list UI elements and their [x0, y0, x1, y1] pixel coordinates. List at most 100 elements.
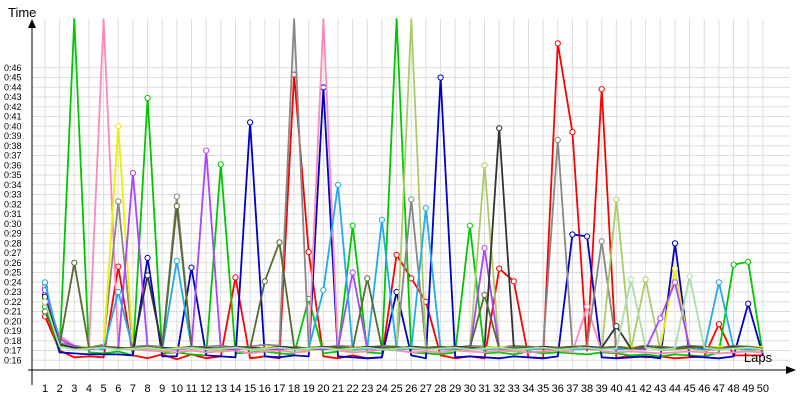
data-point [276, 239, 283, 246]
data-point [320, 287, 327, 294]
x-tick-label: 14 [229, 383, 241, 395]
x-tick-label: 50 [757, 383, 769, 395]
x-tick-label: 32 [493, 383, 505, 395]
data-point [364, 275, 371, 282]
data-point [671, 240, 679, 247]
x-tick-label: 15 [244, 383, 256, 395]
data-point [173, 257, 180, 264]
data-point [657, 315, 664, 322]
x-tick-label: 19 [303, 383, 315, 395]
y-tick-label: 0:37 [4, 151, 22, 161]
x-tick-label: 31 [478, 383, 490, 395]
data-point [496, 265, 503, 272]
y-tick-label: 0:34 [4, 180, 22, 190]
data-point [261, 278, 268, 285]
series-3 [41, 74, 764, 360]
data-point [554, 40, 561, 47]
x-tick-label: 24 [376, 383, 388, 395]
y-tick-labels: 0:160:170:180:190:200:210:220:230:240:25… [4, 63, 22, 366]
series-line [44, 275, 764, 351]
data-point [613, 323, 620, 330]
x-tick-label: 44 [669, 383, 681, 395]
data-point [613, 196, 620, 203]
y-axis-arrow [28, 19, 36, 28]
x-tick-label: 30 [464, 383, 476, 395]
y-tick-label: 0:27 [4, 248, 22, 258]
x-tick-label: 1 [42, 383, 48, 395]
data-point [247, 119, 254, 126]
x-tick-label: 28 [434, 383, 446, 395]
data-point [305, 248, 312, 256]
y-tick-label: 0:39 [4, 131, 22, 141]
x-tick-label: 7 [130, 383, 136, 395]
y-tick-label: 0:22 [4, 297, 22, 307]
data-point [378, 216, 385, 223]
data-point [422, 205, 429, 212]
data-point [144, 94, 151, 102]
y-tick-label: 0:19 [4, 326, 22, 336]
data-point [510, 278, 517, 285]
data-point [41, 279, 49, 286]
data-point [173, 203, 180, 210]
x-tick-label: 12 [200, 383, 212, 395]
series-lines [41, 18, 764, 361]
data-point [334, 181, 342, 188]
data-point [481, 245, 488, 252]
x-tick-label: 29 [449, 383, 461, 395]
data-point [481, 162, 488, 169]
x-tick-label: 33 [508, 383, 520, 395]
x-tick-label: 41 [625, 383, 637, 395]
data-point [393, 251, 400, 258]
x-tick-label: 26 [405, 383, 417, 395]
data-point [437, 74, 444, 81]
x-tick-label: 34 [522, 383, 534, 395]
data-point [320, 84, 327, 91]
y-tick-label: 0:45 [4, 73, 22, 83]
y-tick-label: 0:36 [4, 160, 22, 170]
y-tick-label: 0:38 [4, 141, 22, 151]
y-tick-label: 0:30 [4, 219, 22, 229]
data-point [466, 222, 473, 229]
data-point [115, 263, 122, 270]
x-tick-label: 11 [186, 383, 197, 395]
y-tick-label: 0:16 [4, 355, 22, 365]
x-tick-label: 4 [86, 383, 92, 395]
data-point [627, 276, 635, 283]
x-axis-arrow [786, 366, 796, 374]
x-tick-label: 20 [317, 383, 329, 395]
x-tick-label: 21 [332, 383, 344, 395]
y-tick-label: 0:43 [4, 92, 22, 102]
y-tick-label: 0:42 [4, 102, 22, 112]
y-tick-label: 0:25 [4, 268, 22, 278]
data-point [115, 288, 122, 296]
data-point [203, 147, 210, 154]
y-tick-label: 0:46 [4, 63, 22, 73]
data-point [598, 238, 605, 245]
data-point [598, 86, 605, 93]
series-5 [41, 18, 763, 349]
data-point [232, 274, 239, 281]
y-tick-label: 0:18 [4, 336, 22, 346]
data-point [745, 258, 752, 265]
data-point [715, 321, 723, 328]
data-point [115, 198, 122, 205]
x-tick-label: 42 [640, 383, 652, 395]
x-tick-label: 40 [610, 383, 622, 395]
x-tick-label: 39 [596, 383, 608, 395]
data-point [730, 261, 737, 268]
data-point [349, 222, 356, 229]
y-tick-label: 0:44 [4, 82, 22, 92]
x-tick-label: 47 [713, 383, 725, 395]
data-point [217, 161, 224, 168]
x-tick-label: 35 [537, 383, 549, 395]
y-tick-label: 0:20 [4, 316, 22, 326]
data-point [144, 272, 151, 279]
gridlines [32, 19, 790, 370]
y-tick-label: 0:26 [4, 258, 22, 268]
data-point [745, 300, 752, 307]
x-tick-label: 13 [215, 383, 227, 395]
data-point [554, 136, 561, 143]
data-point [481, 291, 488, 298]
series-4 [41, 18, 763, 355]
